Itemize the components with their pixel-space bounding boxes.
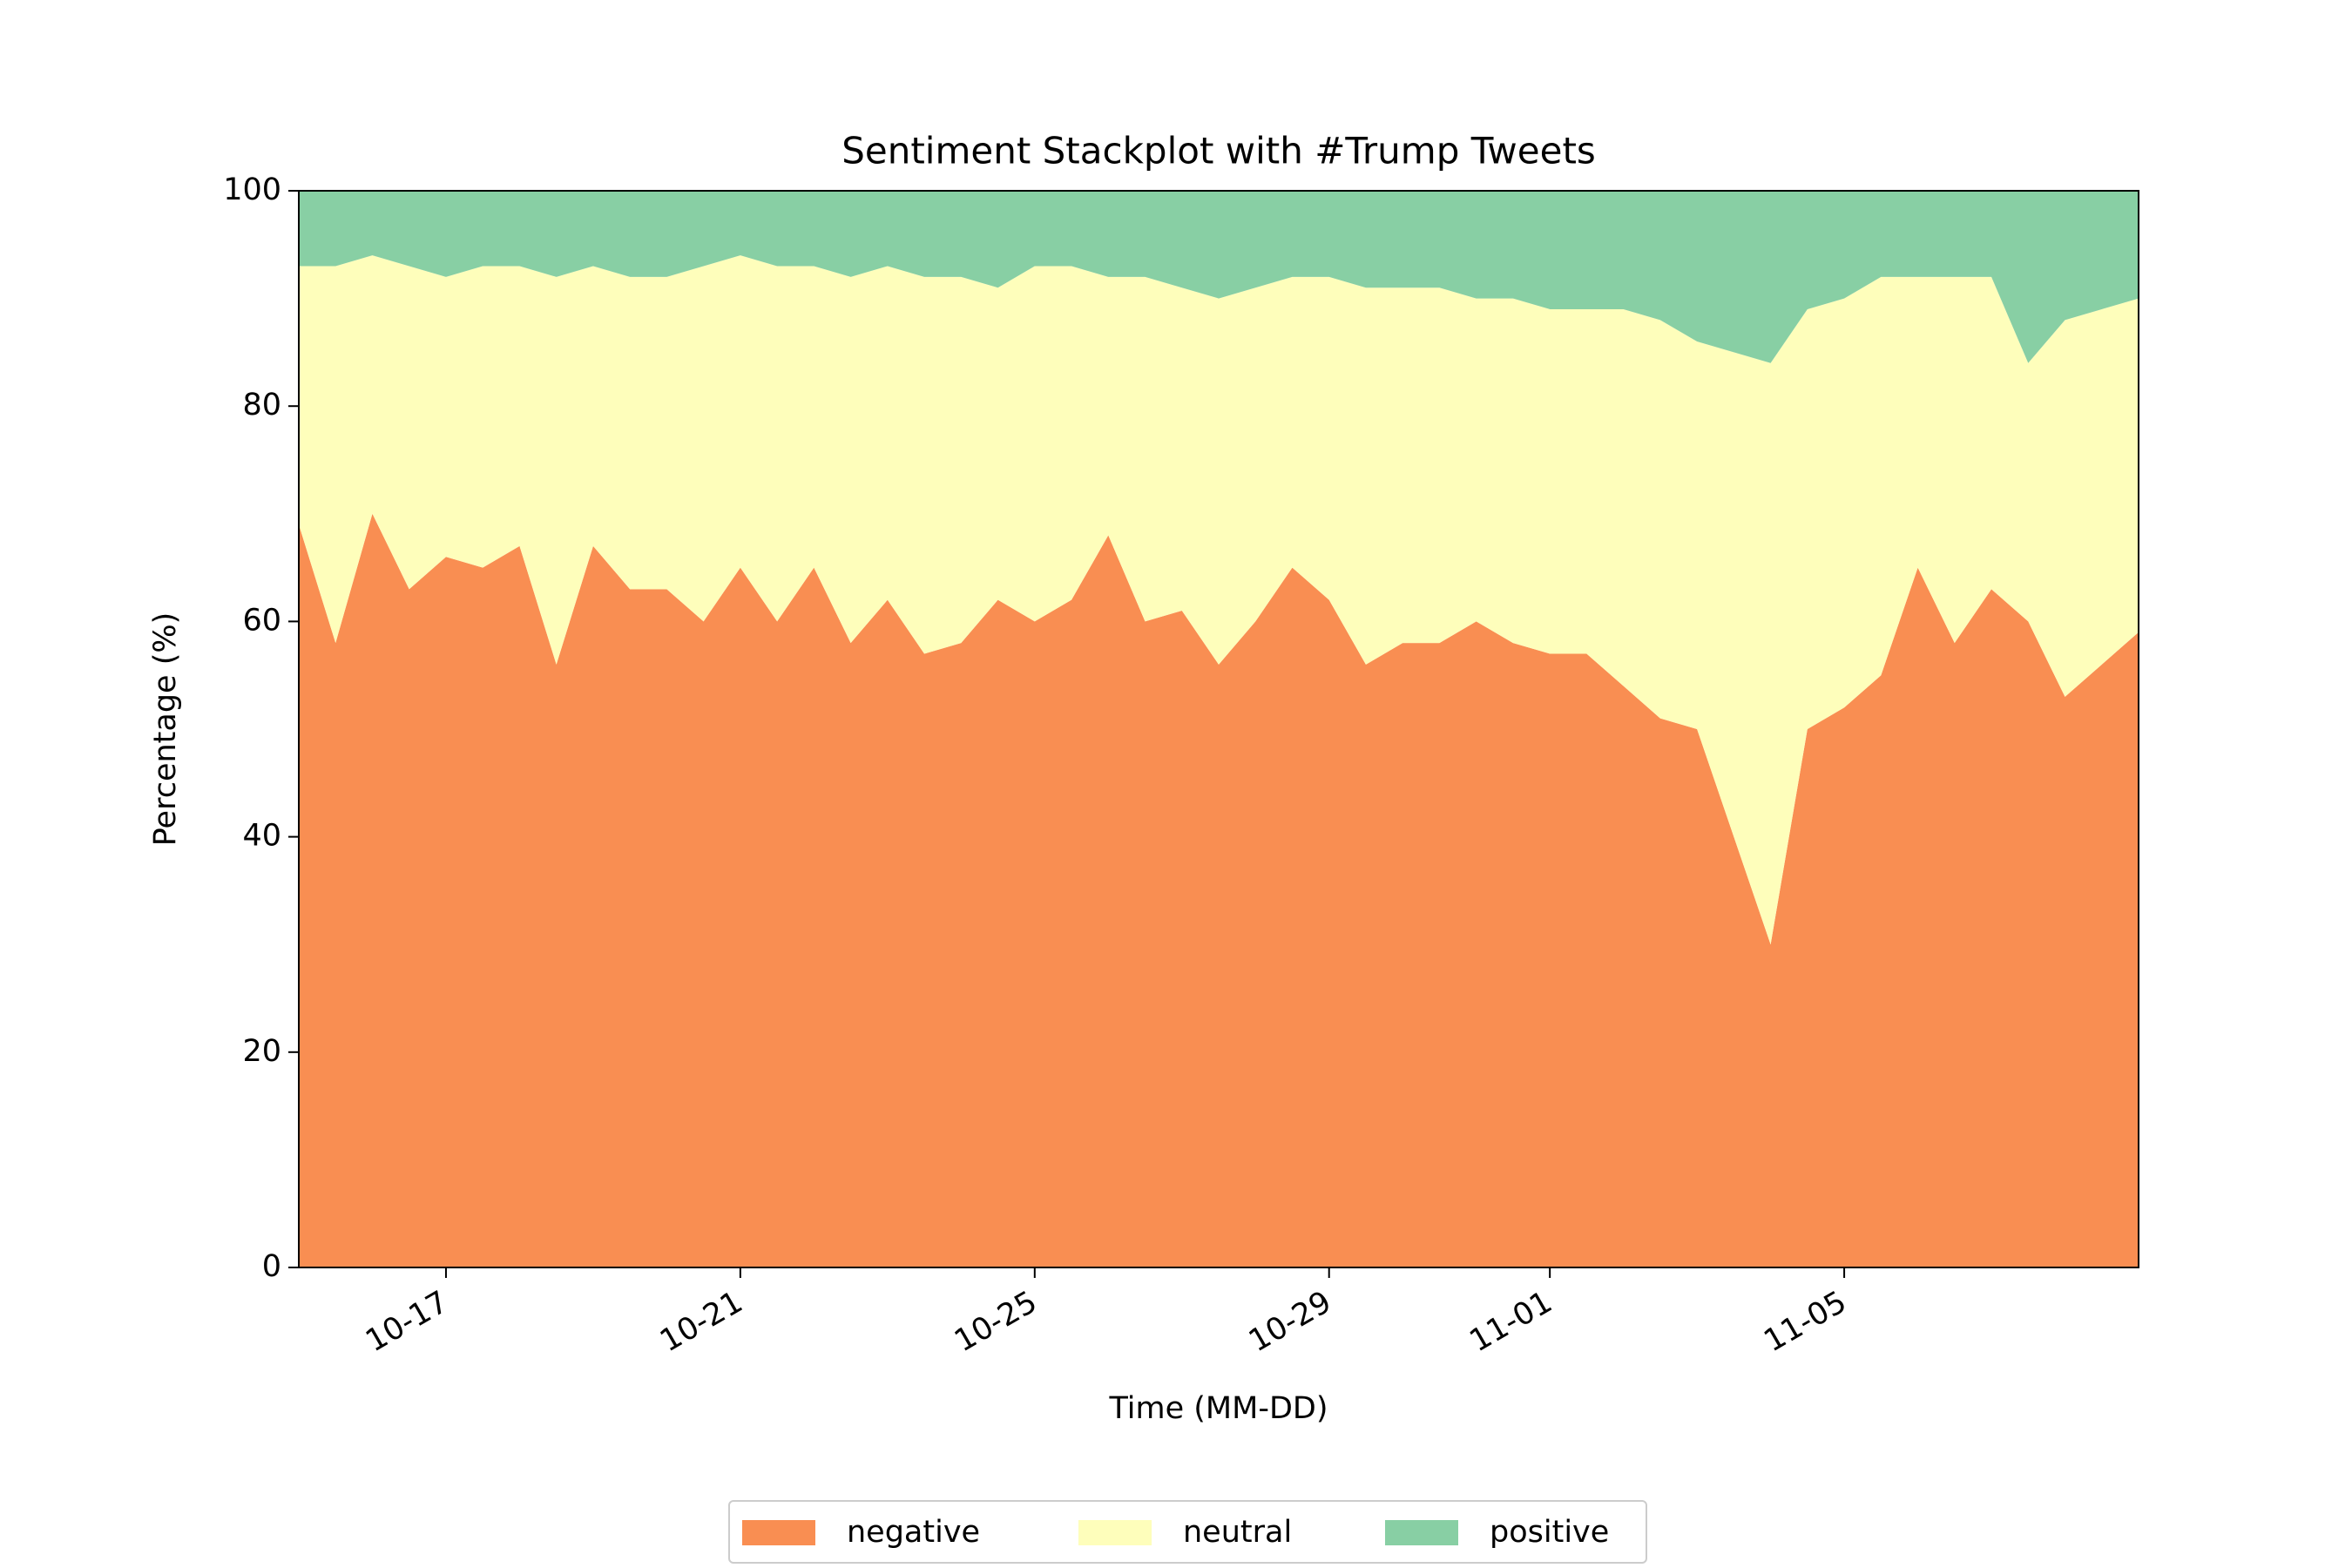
y-tick-label: 40 [242,819,281,854]
y-tick-label: 0 [262,1249,281,1284]
legend: negative neutral positive [728,1500,1647,1564]
x-tick-label: 11-01 [1464,1285,1558,1359]
x-tick-label: 10-25 [949,1285,1043,1359]
legend-label: neutral [1183,1515,1292,1550]
legend-swatch [742,1520,815,1545]
x-tick-label: 10-21 [654,1285,748,1359]
x-tick-label: 10-29 [1243,1285,1337,1359]
x-tick-label: 10-17 [360,1285,454,1359]
y-tick-label: 100 [223,172,281,207]
y-tick-label: 60 [242,603,281,638]
legend-swatch [1078,1520,1152,1545]
x-tick-label: 11-05 [1759,1285,1853,1359]
x-axis-label: Time (MM-DD) [1108,1391,1328,1426]
area [299,191,2139,363]
area [299,255,2139,945]
y-axis-label: Percentage (%) [148,612,183,847]
y-tick-label: 20 [242,1034,281,1069]
legend-swatch [1385,1520,1458,1545]
y-tick-label: 80 [242,388,281,422]
legend-frame [728,1500,1647,1564]
legend-label: positive [1490,1515,1609,1550]
area [299,513,2139,1267]
plot-frame [298,190,2139,1268]
chart-title: Sentiment Stackplot with #Trump Tweets [841,130,1596,172]
legend-label: negative [847,1515,980,1550]
